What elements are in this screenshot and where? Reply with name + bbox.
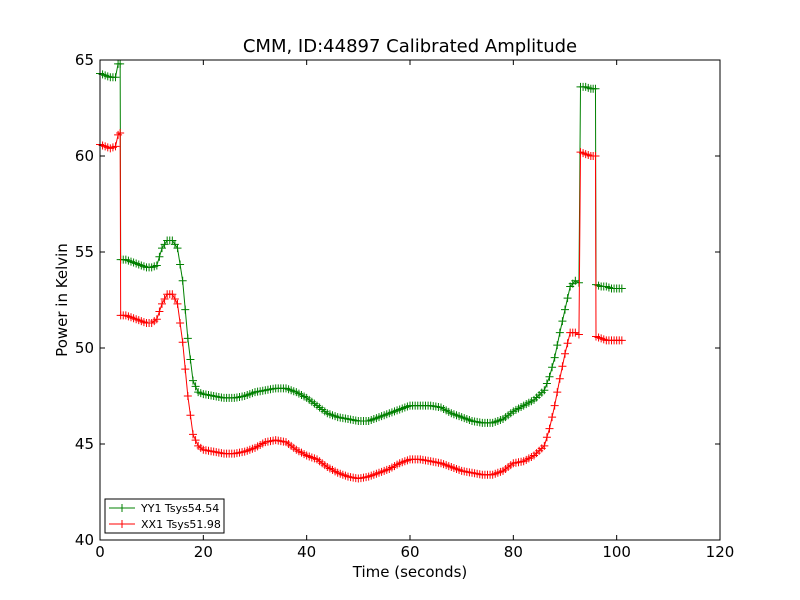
data-point: [555, 328, 564, 337]
data-point: [553, 341, 562, 350]
data-point: [152, 261, 161, 270]
legend-label: XX1 Tsys51.98: [141, 518, 221, 531]
data-point: [178, 338, 187, 347]
data-point: [152, 315, 161, 324]
data-point: [550, 401, 559, 410]
data-point: [591, 152, 600, 160]
data-point: [189, 430, 197, 439]
data-point: [571, 276, 580, 285]
data-point: [558, 362, 567, 371]
y-tick-label: 45: [75, 435, 94, 453]
y-axis: 40 45 50 55 60 65: [75, 51, 720, 549]
data-point: [173, 299, 182, 308]
data-point: [548, 413, 557, 422]
x-tick-label: 40: [297, 543, 316, 561]
x-axis: 0 20 40 60 80 100 120: [95, 60, 734, 561]
data-point: [558, 317, 567, 326]
data-point: [168, 290, 177, 299]
chart-title: CMM, ID:44897 Calibrated Amplitude: [243, 36, 577, 57]
legend-label: YY1 Tsys54.54: [140, 502, 219, 515]
y-tick-label: 65: [75, 51, 94, 69]
data-point: [548, 363, 557, 372]
data-point: [540, 441, 549, 450]
x-tick-label: 100: [602, 543, 631, 561]
series-0: [96, 59, 626, 427]
data-point: [160, 295, 169, 304]
data-point: [116, 59, 125, 68]
data-point: [555, 374, 564, 383]
data-point: [186, 411, 195, 420]
legend-marker: [118, 520, 126, 528]
data-point: [155, 252, 164, 261]
x-tick-label: 120: [706, 543, 735, 561]
data-point: [561, 349, 569, 358]
data-point: [563, 294, 572, 303]
data-point: [542, 379, 551, 388]
data-point: [191, 382, 200, 391]
y-tick-label: 50: [75, 339, 94, 357]
data-point: [176, 260, 185, 269]
data-point: [591, 84, 600, 93]
data-point: [155, 307, 164, 316]
x-tick-label: 80: [504, 543, 523, 561]
data-point: [181, 305, 190, 314]
data-point: [173, 244, 182, 253]
data-point: [563, 339, 572, 348]
data-point: [178, 276, 187, 285]
y-tick-label: 60: [75, 147, 94, 165]
data-point: [571, 328, 580, 337]
data-point: [545, 424, 554, 433]
data-point: [170, 295, 179, 304]
data-point: [545, 372, 554, 381]
data-point: [542, 433, 551, 442]
data-point: [181, 365, 190, 374]
data-point: [186, 355, 195, 364]
legend-box: [104, 498, 225, 534]
data-point: [561, 305, 569, 314]
data-point: [617, 336, 626, 345]
x-tick-label: 0: [95, 543, 105, 561]
data-point: [540, 386, 549, 395]
data-point: [553, 388, 562, 397]
x-tick-label: 60: [400, 543, 419, 561]
data-point: [111, 73, 120, 82]
data-point: [114, 130, 123, 139]
y-tick-label: 55: [75, 243, 94, 261]
data-point: [189, 376, 197, 385]
data-point: [176, 319, 185, 328]
data-point: [191, 436, 200, 445]
y-tick-label: 40: [75, 531, 94, 549]
data-point: [158, 299, 166, 308]
data-point: [617, 284, 626, 293]
legend-marker: [118, 504, 126, 512]
plot-area: [100, 60, 720, 540]
data-point: [116, 128, 125, 137]
data-point: [550, 353, 559, 362]
data-point: [183, 334, 192, 343]
x-tick-label: 20: [194, 543, 213, 561]
legend: YY1 Tsys54.54 XX1 Tsys51.98: [104, 498, 225, 534]
data-point: [111, 142, 120, 151]
x-axis-title: Time (seconds): [352, 563, 468, 581]
data-point: [574, 330, 583, 339]
data-point: [183, 392, 192, 400]
y-axis-title: Power in Kelvin: [53, 243, 71, 357]
